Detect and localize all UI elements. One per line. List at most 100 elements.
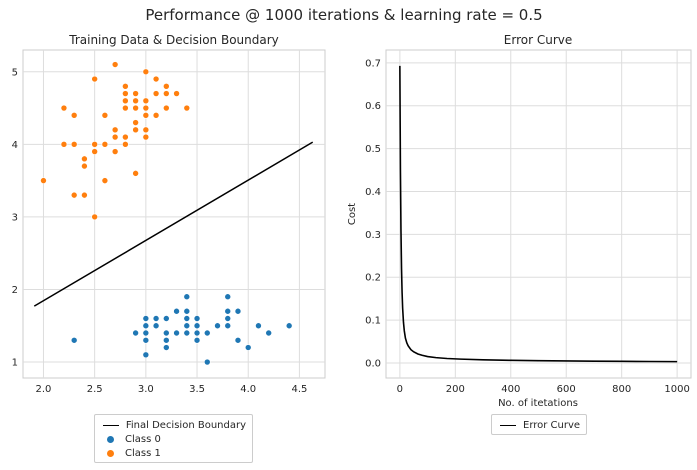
class-1-point (132, 97, 139, 105)
class-0-point (152, 315, 160, 322)
error-xlabel: No. of itetations (498, 398, 578, 409)
legend-label-class1: Class 1 (125, 447, 161, 459)
error-curve (399, 65, 678, 363)
class-1-point (142, 133, 150, 141)
figure-suptitle: Performance @ 1000 iterations & learning… (145, 6, 542, 24)
class-0-point (183, 315, 191, 322)
class-0-point (163, 329, 170, 337)
class-1-point (81, 162, 88, 170)
class-1-point (152, 90, 160, 97)
class-1-point (91, 75, 98, 83)
class-1-point (183, 104, 191, 112)
class-0-point (142, 322, 150, 330)
error-y-tick-label: 0.5 (365, 144, 381, 155)
error-gridlines (386, 50, 691, 378)
class-1-point (163, 90, 170, 97)
class-1-point (40, 177, 47, 184)
class-0-point (193, 336, 201, 344)
class-1-point (132, 119, 139, 126)
scatter-axes: 2.0 2.5 3.0 3.5 4.0 4.5 1 2 3 4 5 Training Data & … (12, 33, 326, 395)
error-y-tick-label: 0.0 (365, 358, 381, 369)
class-1-point (142, 126, 150, 134)
class-1-point (101, 177, 109, 184)
class-0-point (224, 293, 232, 301)
scatter-points (40, 61, 293, 366)
scatter-x-tick-label: 2.0 (36, 384, 52, 395)
class-0-point (163, 344, 170, 351)
class-1-point (70, 141, 78, 148)
decision-boundary (33, 141, 314, 307)
class-1-point (91, 148, 98, 155)
legend-item-class0: Class 0 (101, 432, 246, 446)
class-0-point (203, 329, 211, 337)
error-axes: 0 200 400 600 800 1000 0.0 0.1 0.2 0.3 0.4 0.5 0.6 0.… (347, 33, 692, 409)
scatter-plot-area (22, 49, 326, 379)
class-1-point (111, 148, 119, 155)
class-1-point (132, 90, 139, 97)
class-0-point (244, 344, 252, 351)
class-0-point (152, 322, 160, 330)
class-1-point (60, 141, 68, 148)
error-curve-line (399, 65, 678, 363)
class-0-point (224, 322, 232, 330)
class-1-point (152, 75, 160, 83)
error-y-tick-label: 0.3 (365, 230, 381, 241)
error-ylabel: Cost (347, 203, 358, 225)
class-1-point (142, 112, 150, 119)
class-1-point (142, 68, 150, 76)
class-0-point (163, 315, 170, 322)
class-0-point (183, 293, 191, 301)
class-0-point (70, 336, 78, 344)
class-0-point (203, 358, 211, 366)
class-1-point (122, 90, 129, 97)
class-1-point (111, 61, 119, 68)
class-0-point (163, 336, 170, 344)
scatter-title: Training Data & Decision Boundary (68, 33, 279, 47)
class-1-point (91, 141, 98, 148)
scatter-tick-labels: 2.0 2.5 3.0 3.5 4.0 4.5 1 2 3 4 5 (12, 67, 308, 395)
legend-item-class1: Class 1 (101, 446, 246, 460)
class-1-point (142, 104, 150, 112)
class-1-point (163, 104, 170, 112)
class-1-point (173, 90, 180, 97)
class-1-point (122, 104, 129, 112)
error-title: Error Curve (504, 33, 572, 47)
legend-line-swatch (103, 424, 119, 426)
class-1-point (91, 213, 98, 221)
legend-item-boundary: Final Decision Boundary (101, 418, 246, 432)
class-1-point (70, 191, 78, 199)
class-1-point (122, 141, 129, 148)
class-0-point (132, 329, 139, 337)
class-1-point (132, 104, 139, 112)
error-x-tick-label: 1000 (664, 384, 689, 395)
class-0-point (142, 336, 150, 344)
class-1-point (122, 97, 129, 105)
scatter-y-tick-label: 1 (12, 358, 18, 369)
legend-dot-class1 (107, 449, 114, 457)
scatter-x-tick-label: 4.5 (291, 384, 307, 395)
scatter-legend: Final Decision Boundary Class 0 Class 1 (94, 414, 253, 463)
class-0-point (193, 315, 201, 322)
error-y-tick-label: 0.1 (365, 316, 381, 327)
class-0-point (265, 329, 272, 337)
class-1-point (60, 104, 68, 112)
error-x-tick-label: 400 (501, 384, 520, 395)
error-tick-labels: 0 200 400 600 800 1000 0.0 0.1 0.2 0.3 0.4 0.5 0.6 0.… (365, 58, 690, 395)
class-0-point (193, 329, 201, 337)
class-0-point (193, 322, 201, 330)
class-1-point (111, 133, 119, 141)
class-0-point (173, 307, 180, 315)
error-x-tick-label: 800 (612, 384, 631, 395)
scatter-y-tick-label: 3 (12, 212, 18, 223)
class-1-point (81, 191, 88, 199)
class-1-point (142, 97, 150, 105)
legend-item-error-curve: Error Curve (498, 418, 580, 432)
class-1-point (152, 112, 160, 119)
legend-label-class0: Class 0 (125, 433, 161, 445)
error-x-tick-label: 200 (446, 384, 465, 395)
class-1-point (101, 141, 109, 148)
error-y-tick-label: 0.6 (365, 101, 381, 112)
class-1-point (70, 112, 78, 119)
class-1-point (132, 126, 139, 134)
class-1-point (111, 126, 119, 134)
